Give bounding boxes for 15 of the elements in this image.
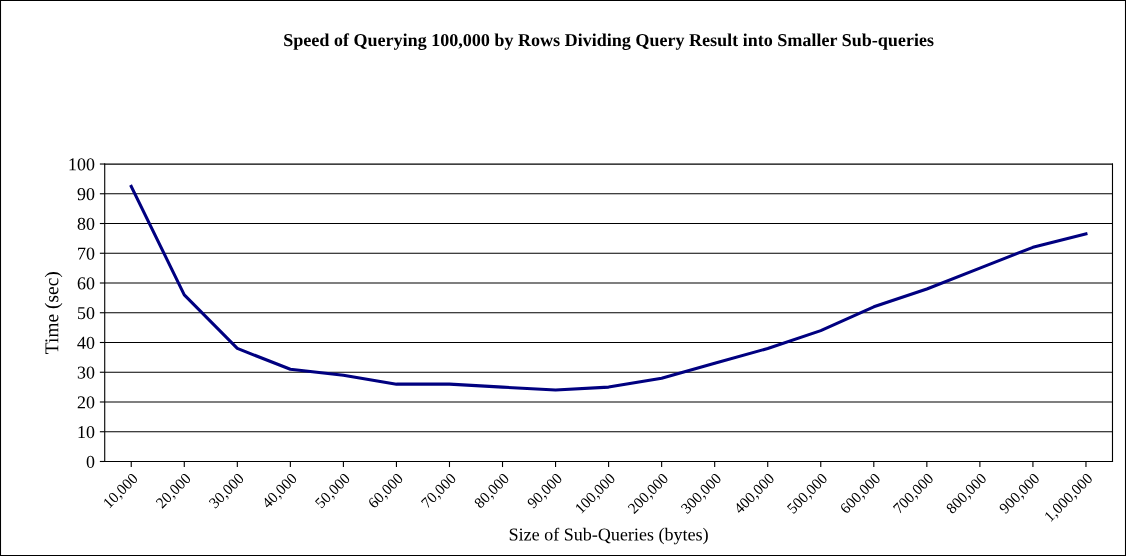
y-tick-label: 0	[86, 455, 95, 468]
y-tick-label: 90	[77, 188, 95, 201]
y-tick-label: 100	[69, 158, 95, 171]
y-tick-label: 80	[77, 217, 95, 230]
y-axis-title: Time (sec)	[44, 272, 63, 354]
y-tick-label: 50	[77, 307, 95, 320]
line-series	[129, 184, 1088, 392]
x-axis-title: Size of Sub-Queries (bytes)	[509, 527, 708, 545]
y-tick-label: 30	[77, 366, 95, 379]
y-tick-label: 70	[78, 247, 95, 260]
y-tick-label: 20	[77, 396, 95, 409]
y-tick-label: 10	[78, 425, 95, 439]
y-tick-label: 40	[77, 336, 95, 349]
chart-title: Speed of Querying 100,000 by Rows Dividing Query Result into Smaller Sub-queries	[284, 33, 934, 50]
y-tick-label: 60	[77, 277, 95, 290]
